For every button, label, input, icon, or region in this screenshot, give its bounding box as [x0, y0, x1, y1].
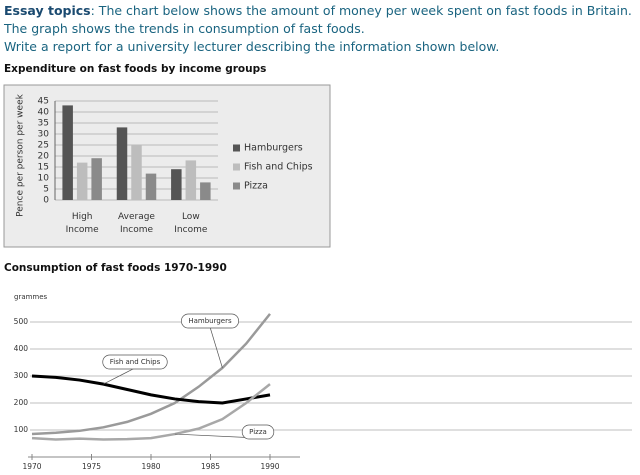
bar	[171, 169, 182, 200]
line-series	[31, 374, 271, 405]
y-tick-label: 30	[38, 130, 50, 140]
y-tick-label: 300	[14, 371, 29, 380]
y-tick-label: 500	[14, 317, 29, 326]
callout-box	[181, 313, 239, 329]
x-tick-label: 1975	[82, 462, 101, 471]
callout-box	[102, 354, 168, 370]
line-series	[31, 313, 271, 436]
y-tick-label: 200	[14, 398, 29, 407]
y-tick-label: 15	[38, 163, 49, 173]
bar	[145, 173, 157, 200]
y-tick-label: 45	[38, 97, 49, 107]
y-tick-label: 5	[43, 185, 49, 195]
series-label: Hamburgers	[188, 317, 232, 325]
series-label: Pizza	[249, 428, 267, 436]
legend-label: Hamburgers	[244, 143, 303, 154]
bar-chart-title: Expenditure on fast foods by income grou…	[4, 63, 267, 75]
y-tick-label: 20	[38, 152, 50, 162]
x-tick-label: Average Income	[118, 212, 155, 235]
line-chart-title: Consumption of fast foods 1970-1990	[4, 262, 227, 274]
callout-pointer	[103, 367, 136, 385]
y-tick-label: 10	[38, 174, 50, 184]
series-label: Fish and Chips	[110, 358, 161, 366]
legend-label: Fish and Chips	[244, 162, 313, 173]
x-tick-label: 1970	[22, 462, 41, 471]
callout-pointer	[209, 326, 223, 369]
x-tick-label: 1985	[201, 462, 220, 471]
essay-prompt: Essay topics: The chart below shows the …	[4, 2, 634, 56]
x-tick-label: 1990	[260, 462, 279, 471]
essay-text: : The chart below shows the amount of mo…	[4, 3, 632, 36]
y-tick-label: 100	[14, 425, 29, 434]
y-tick-label: 35	[38, 119, 49, 129]
bar	[200, 182, 211, 200]
bar	[62, 105, 73, 200]
legend-label: Pizza	[244, 181, 268, 192]
x-tick-label: High Income	[65, 212, 99, 235]
y-tick-label: 25	[38, 141, 49, 151]
y-tick-label: 400	[14, 344, 29, 353]
legend-swatch	[233, 182, 240, 190]
y-axis-label: grammes	[14, 293, 48, 301]
bar	[185, 160, 197, 200]
bar	[131, 145, 142, 200]
x-tick-label: Low Income	[174, 212, 208, 235]
bar	[116, 127, 128, 200]
essay-label: Essay topics	[4, 3, 91, 18]
callout-box	[241, 424, 275, 440]
y-tick-label: 0	[43, 196, 49, 206]
legend-swatch	[233, 144, 240, 152]
essay-instruction: Write a report for a university lecturer…	[4, 39, 500, 54]
y-tick-label: 40	[38, 108, 50, 118]
legend-swatch	[233, 163, 240, 171]
bar	[76, 162, 88, 200]
x-tick-label: 1980	[141, 462, 160, 471]
y-axis-label: Pence per person per week	[16, 93, 26, 216]
line-series	[31, 383, 271, 441]
bar	[91, 158, 102, 200]
